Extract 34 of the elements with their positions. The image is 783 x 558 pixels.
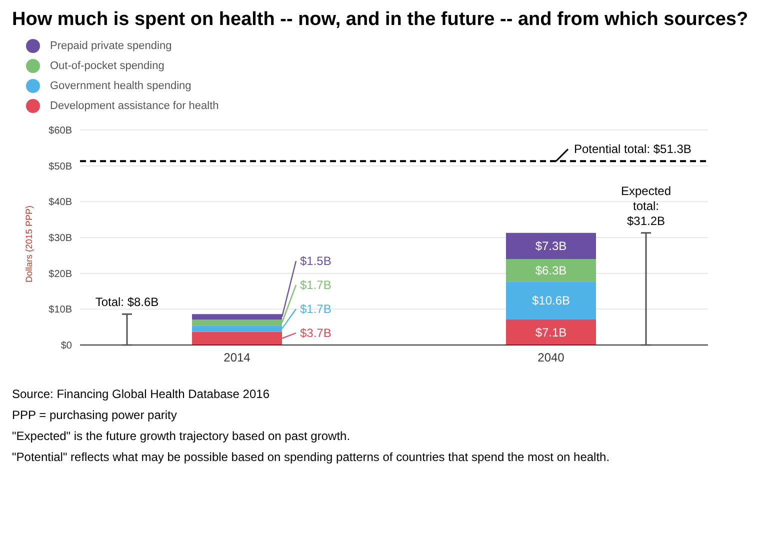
source-note: Source: Financing Global Health Database 2016 [12, 386, 270, 403]
bar [506, 259, 596, 282]
data-label: $3.7B [300, 326, 332, 340]
data-label: $7.1B [535, 325, 567, 340]
bar [506, 232, 596, 259]
x-tick-label: 2040 [538, 350, 565, 365]
text: "Expected" is the future growth trajectory based on past growth. [12, 428, 352, 445]
legend-label: Prepaid private spending [49, 39, 173, 54]
y-tick-label: $50B [48, 161, 72, 172]
data-label: $7.3B [535, 238, 567, 253]
text: PPP = purchasing power parity [12, 407, 178, 424]
data-label: $10.6B [532, 294, 570, 308]
y-tick-label: $40B [48, 197, 72, 208]
data-label: $1.7B [300, 302, 332, 316]
bar [506, 320, 596, 345]
legend-label: Potential total: $51.3B [574, 142, 692, 156]
y-tick-label: $10B [48, 304, 72, 316]
y-tick-label: $20B [48, 268, 72, 280]
legend-label: Government health spending [49, 79, 192, 94]
total-label: Total: $8.6B [95, 295, 159, 310]
data-label: $1.5B [300, 254, 332, 268]
data-label: $6.3B [535, 263, 567, 278]
y-tick-label: $30B [48, 233, 72, 244]
y-tick-label: $60B [48, 126, 72, 137]
chart-title: How much is spent on health -- now, and in the future -- and from which sources? [12, 8, 750, 32]
y-tick-label: $0 [60, 340, 72, 352]
data-label: $1.7B [300, 278, 332, 292]
legend-label: Out-of-pocket spending [49, 59, 166, 74]
y-axis-title: Dollars (2015 PPP) [24, 205, 34, 282]
text: "Potential" reflects what may be possible based on spending patterns of countries that spend the most on health. [12, 449, 611, 466]
total-label: Expected total: $31.2B [620, 184, 672, 228]
bar [506, 282, 596, 320]
legend-label: Development assistance for health [49, 99, 220, 114]
x-tick-label: 2014 [224, 350, 251, 365]
